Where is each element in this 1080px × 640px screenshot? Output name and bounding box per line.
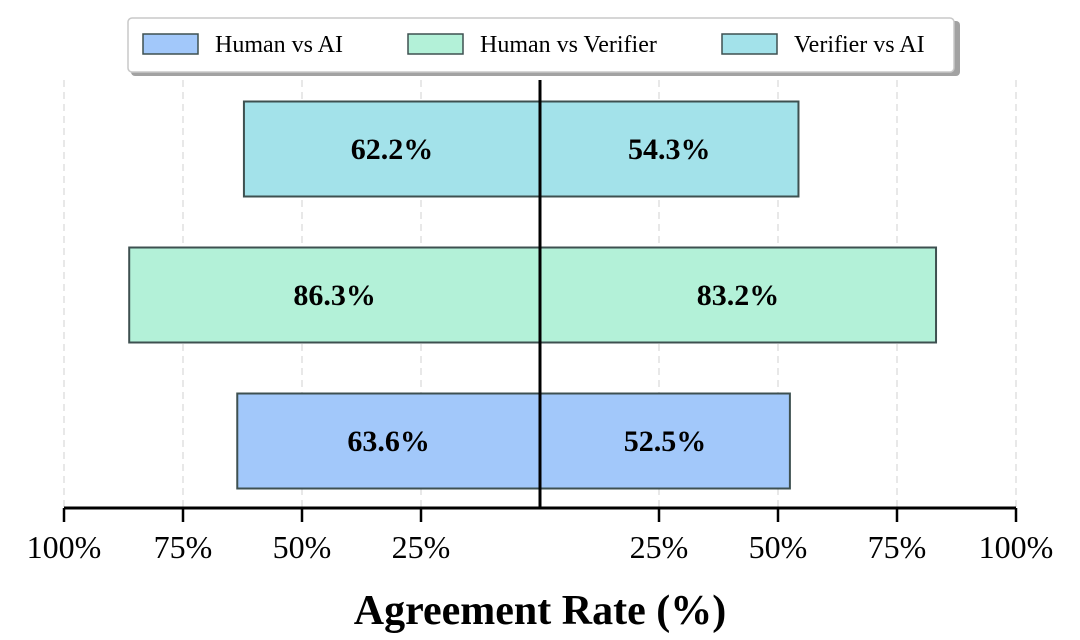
bar-left-label: 62.2% <box>351 133 434 166</box>
x-tick-label: 25% <box>630 529 689 565</box>
bars: 63.6% 52.5% 86.3% 83.2% 62.2% 54.3% <box>128 80 938 508</box>
bar-left-label: 86.3% <box>293 279 376 312</box>
x-tick-label: 25% <box>392 529 451 565</box>
bar-group: 86.3% 83.2% <box>128 246 938 344</box>
x-axis: 100% 75% 50% 25% 25% 50% 75% 100% <box>27 506 1054 565</box>
bar-left <box>128 246 541 344</box>
bar-right-label: 52.5% <box>624 425 707 458</box>
bar-right <box>539 100 800 198</box>
bar-left-label: 63.6% <box>347 425 430 458</box>
bar-group: 63.6% 52.5% <box>236 392 791 490</box>
legend: Human vs AI Human vs Verifier Verifier vs … <box>127 17 960 76</box>
legend-swatch <box>721 33 778 55</box>
legend-item: Human vs AI <box>142 32 343 58</box>
legend-swatch <box>142 33 199 55</box>
x-tick-label: 50% <box>749 529 808 565</box>
legend-label: Verifier vs AI <box>794 32 925 58</box>
legend-box <box>127 17 955 73</box>
x-tick-label: 100% <box>979 529 1054 565</box>
x-tick-label: 75% <box>868 529 927 565</box>
bar-right <box>539 392 791 490</box>
bar-left <box>236 392 541 490</box>
legend-item: Verifier vs AI <box>721 32 925 58</box>
bar-right-label: 54.3% <box>628 133 711 166</box>
legend-label: Human vs AI <box>215 32 343 58</box>
legend-item: Human vs Verifier <box>407 32 657 58</box>
x-tick-label: 75% <box>154 529 213 565</box>
x-tick-label: 50% <box>273 529 332 565</box>
bar-right <box>539 246 938 344</box>
bar-left <box>242 100 541 198</box>
bar-right-label: 83.2% <box>697 279 780 312</box>
bar-group: 62.2% 54.3% <box>242 100 800 198</box>
legend-swatch <box>407 33 464 55</box>
legend-label: Human vs Verifier <box>480 32 657 58</box>
x-axis-label: Agreement Rate (%) <box>354 588 726 634</box>
x-tick-label: 100% <box>27 529 102 565</box>
